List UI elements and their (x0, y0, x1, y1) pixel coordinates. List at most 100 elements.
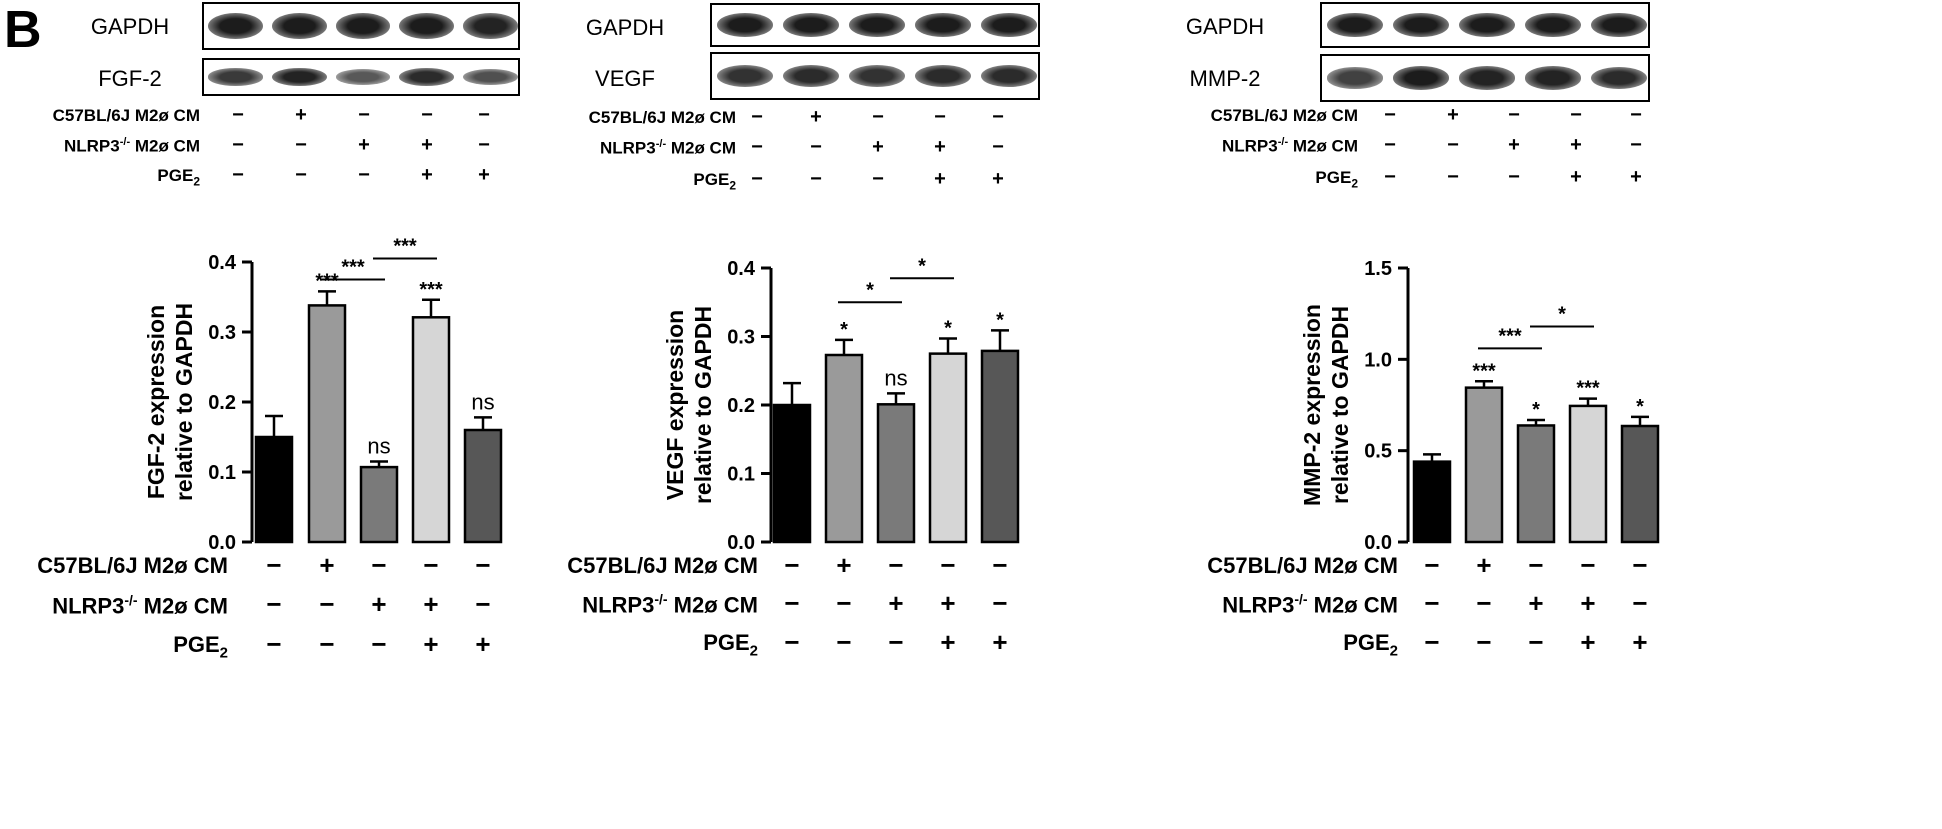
condition-sign: − (1424, 588, 1440, 618)
blot-top-label: GAPDH (90, 14, 170, 39)
y-tick-label: 0.0 (1364, 532, 1392, 554)
condition-sign: − (358, 164, 370, 186)
panel-mmp2: GAPDH MMP-2 C57BL/6J M2ø CM − + − − − NLRP3-/- M… (1186, 0, 1942, 829)
y-tick-label: 0.1 (727, 464, 755, 486)
condition-sign: − (1570, 104, 1582, 126)
condition-sign: − (266, 550, 282, 580)
condition-sign: − (232, 134, 244, 156)
comparison-label: * (1558, 303, 1566, 325)
bar-chart: 0.0 0.1 0.2 0.3 0.4 FGF-2 expression relative … (143, 236, 503, 554)
comparison-label: *** (341, 257, 365, 279)
bar (876, 403, 916, 544)
bar (1412, 460, 1452, 544)
y-tick-label: 0.0 (727, 532, 755, 554)
condition-sign: + (810, 106, 822, 128)
bar (359, 465, 399, 544)
condition-sign: − (358, 104, 370, 126)
blot-band (335, 13, 391, 39)
condition-sign: − (836, 588, 852, 618)
condition-sign: + (1630, 166, 1642, 188)
significance-label: * (1532, 399, 1540, 421)
comparison-label: *** (393, 236, 417, 258)
condition-sign: − (751, 168, 763, 190)
significance-label: *** (1472, 360, 1496, 382)
blot-band (716, 13, 774, 37)
condition-sign: − (836, 627, 852, 657)
condition-sign: − (319, 589, 335, 619)
significance-ns-label: ns (884, 365, 907, 390)
bar (1568, 404, 1608, 544)
condition-sign: + (836, 550, 852, 580)
blot-top-label: GAPDH (585, 15, 665, 40)
blot-bottom-label: MMP-2 (1189, 66, 1261, 91)
significance-ns-label: ns (471, 389, 494, 414)
condition-label-pge2: PGE2 (1315, 168, 1358, 191)
blot-band (1590, 66, 1648, 90)
condition-sign: + (1580, 588, 1596, 618)
bar (411, 316, 451, 544)
bar (1464, 386, 1504, 544)
condition-sign: − (1630, 104, 1642, 126)
condition-sign: + (1570, 166, 1582, 188)
blot-gapdh (710, 3, 1040, 47)
blot-band (848, 13, 906, 37)
bar-chart: 0.0 0.5 1.0 1.5 MMP-2 expression relative to … (1299, 258, 1660, 554)
blot-band (208, 68, 264, 86)
blot-band (914, 13, 972, 37)
condition-sign: − (371, 550, 387, 580)
bar (307, 304, 347, 544)
condition-sign: − (992, 588, 1008, 618)
blot-band (1458, 66, 1516, 90)
bar (254, 435, 294, 544)
bar (1516, 424, 1556, 544)
bar (980, 349, 1020, 544)
condition-sign: + (1580, 627, 1596, 657)
condition-sign: − (1384, 166, 1396, 188)
y-tick-label: 0.0 (208, 532, 236, 554)
blot-band (1524, 12, 1582, 38)
condition-sign: + (319, 550, 335, 580)
condition-sign: − (934, 106, 946, 128)
bar (928, 352, 968, 544)
y-axis-label-line1: VEGF expression (662, 310, 688, 500)
blot-bottom-label: VEGF (595, 66, 655, 91)
bar-chart: 0.0 0.1 0.2 0.3 0.4 VEGF expression relative t… (662, 255, 1020, 554)
condition-sign: − (992, 550, 1008, 580)
blot-band (272, 67, 327, 87)
condition-sign: − (810, 136, 822, 158)
condition-label-nlrp3: NLRP3-/- M2ø CM (63, 136, 200, 156)
y-axis-label-line1: FGF-2 expression (143, 305, 169, 499)
condition-sign: − (475, 550, 491, 580)
blot-band (1590, 12, 1648, 38)
condition-label-pge2: PGE2 (173, 632, 228, 662)
y-tick-label: 0.1 (208, 462, 236, 484)
condition-sign: − (1632, 588, 1648, 618)
condition-sign: + (940, 627, 956, 657)
significance-label: *** (1576, 378, 1600, 400)
y-tick-label: 0.3 (208, 322, 236, 344)
condition-sign: − (888, 550, 904, 580)
condition-sign: − (784, 627, 800, 657)
blot-band (980, 13, 1038, 37)
blot-band (272, 13, 327, 39)
condition-sign: − (888, 627, 904, 657)
condition-sign: − (751, 106, 763, 128)
condition-sign: + (295, 104, 307, 126)
condition-sign: + (371, 589, 387, 619)
blot-band (399, 13, 454, 39)
condition-sign: + (934, 168, 946, 190)
condition-sign: − (784, 550, 800, 580)
condition-sign: + (423, 629, 439, 659)
comparison-label: *** (1498, 325, 1522, 347)
y-tick-label: 0.4 (208, 252, 237, 274)
y-tick-label: 0.4 (727, 258, 756, 280)
blot-target (202, 58, 520, 96)
condition-sign: + (992, 627, 1008, 657)
y-tick-label: 0.5 (1364, 441, 1392, 463)
blot-top-label: GAPDH (1185, 14, 1265, 39)
condition-sign: − (371, 629, 387, 659)
blot-band (1326, 12, 1384, 38)
blot-band (1326, 67, 1384, 89)
condition-sign: − (475, 589, 491, 619)
condition-sign: − (295, 164, 307, 186)
